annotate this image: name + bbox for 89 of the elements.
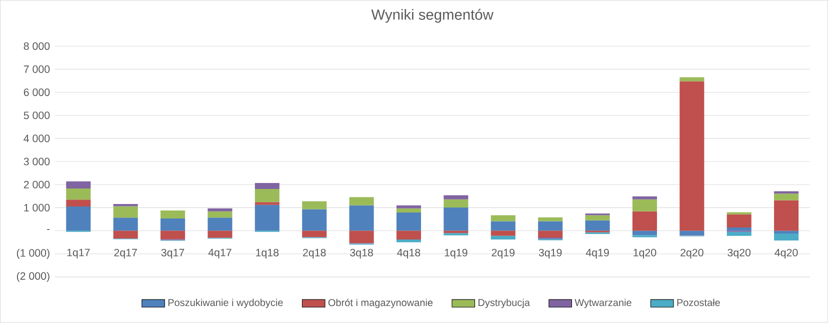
x-tick-label: 4q20 — [774, 248, 798, 259]
y-tick-label: - — [47, 229, 50, 230]
y-tick-label: (1 000) — [16, 249, 50, 259]
y-tick-label: 6 000 — [24, 88, 50, 96]
bar — [444, 208, 468, 231]
y-tick-label: (2 000) — [16, 272, 50, 282]
x-tick-label: 2q18 — [303, 248, 326, 259]
bar — [349, 230, 374, 244]
legend-label: Obrót i magazynowanie — [328, 298, 433, 308]
legend-label: Wytwarzanie — [574, 298, 632, 308]
x-tick-label: 4q19 — [586, 248, 609, 259]
bar — [490, 236, 516, 240]
bar — [113, 218, 138, 231]
chart-title: Wyniki segmentów — [371, 9, 494, 23]
bar — [585, 215, 610, 221]
x-tick-label: 1q20 — [634, 248, 656, 259]
bar — [726, 212, 752, 215]
bar — [538, 218, 563, 222]
bar — [302, 230, 327, 238]
bar — [254, 202, 280, 206]
bar — [349, 206, 374, 231]
bar — [490, 215, 516, 222]
bar — [444, 195, 468, 200]
bar — [538, 230, 563, 238]
x-tick-label: 4q18 — [397, 248, 420, 259]
y-tick-label: 4 000 — [24, 134, 50, 142]
bar — [208, 230, 232, 238]
x-tick-label: 2q19 — [492, 248, 514, 259]
y-tick-label: 1 000 — [24, 204, 50, 212]
bar — [774, 230, 799, 234]
x-tick-label: 2q20 — [680, 248, 704, 259]
bar — [490, 221, 516, 231]
bar — [774, 194, 799, 200]
bar — [396, 206, 422, 209]
bar — [66, 206, 91, 231]
y-tick-label: 7 000 — [24, 66, 50, 74]
bar — [208, 218, 232, 231]
x-tick-label: 1q17 — [67, 248, 90, 259]
bar — [254, 205, 280, 231]
y-tick-label: 3 000 — [24, 158, 50, 166]
x-tick-label: 3q17 — [161, 248, 184, 259]
legend-label: Dystrybucja — [478, 298, 530, 308]
bar — [160, 210, 186, 219]
bar — [254, 189, 280, 202]
bar — [396, 240, 422, 242]
bar — [66, 200, 91, 207]
legend-label: Poszukiwanie i wydobycie — [168, 298, 283, 308]
x-tick-label: 1q18 — [256, 248, 279, 259]
bar — [160, 218, 186, 231]
y-tick-label: 8 000 — [24, 42, 50, 50]
x-tick-label: 3q18 — [350, 248, 373, 259]
bar — [160, 230, 186, 240]
bar — [774, 234, 799, 241]
bar — [632, 196, 657, 200]
bar — [585, 220, 610, 231]
bar — [680, 230, 704, 236]
bar — [726, 228, 752, 231]
bar — [538, 221, 563, 231]
bar — [66, 188, 91, 200]
bar — [254, 183, 280, 190]
legend-label: Pozostałe — [677, 298, 720, 306]
x-tick-label: 2q17 — [114, 248, 137, 259]
x-tick-label: 1q19 — [444, 248, 468, 259]
y-tick-label: 5 000 — [24, 112, 50, 120]
bar — [444, 233, 468, 236]
bar — [632, 200, 657, 212]
bar — [396, 212, 422, 231]
y-tick-label: 2 000 — [24, 180, 50, 189]
bar — [726, 214, 752, 228]
bar — [680, 81, 704, 231]
bar — [490, 230, 516, 236]
bar — [444, 200, 468, 208]
bar — [113, 206, 138, 218]
x-tick-label: 3q19 — [538, 248, 562, 259]
bar — [396, 230, 422, 240]
bar — [208, 212, 232, 218]
bar — [302, 201, 327, 210]
bar — [208, 208, 232, 212]
x-tick-label: 4q17 — [208, 248, 232, 259]
bar — [726, 232, 752, 236]
bar — [113, 230, 138, 239]
x-tick-label: 3q20 — [728, 248, 751, 259]
bar — [66, 182, 91, 189]
bar — [774, 200, 799, 231]
bar — [302, 209, 327, 231]
bar — [632, 230, 657, 236]
bar — [632, 212, 657, 231]
bar — [396, 208, 422, 213]
bar — [349, 197, 374, 206]
